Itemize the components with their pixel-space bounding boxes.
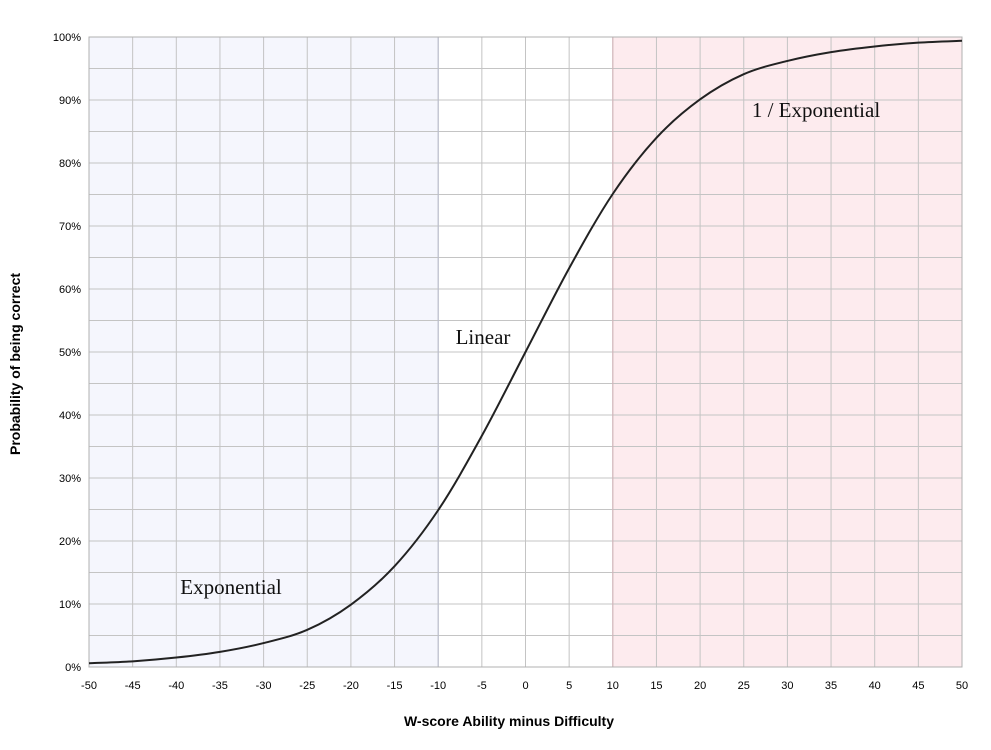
x-tick-label: -50 [81, 680, 97, 692]
x-tick-label: 15 [650, 680, 662, 692]
x-tick-label: -20 [343, 680, 359, 692]
region-label-linear: Linear [456, 325, 511, 349]
x-axis-title: W-score Ability minus Difficulty [404, 713, 614, 729]
series-layer [88, 39, 963, 665]
x-tick-label: 35 [825, 680, 837, 692]
region-label-exponential: Exponential [180, 575, 282, 599]
y-tick-label: 60% [59, 284, 81, 296]
y-tick-label: 10% [59, 599, 81, 611]
x-tick-label: -35 [212, 680, 228, 692]
y-tick-label: 20% [59, 536, 81, 548]
x-tick-label: 25 [738, 680, 750, 692]
region-label-inverse-exponential: 1 / Exponential [752, 98, 880, 122]
x-tick-label: 50 [956, 680, 968, 692]
y-tick-label: 90% [59, 95, 81, 107]
y-tick-label: 80% [59, 158, 81, 170]
x-tick-label: 40 [869, 680, 881, 692]
x-tick-label: -45 [125, 680, 141, 692]
x-tick-label: -40 [168, 680, 184, 692]
y-tick-label: 0% [65, 662, 81, 674]
x-tick-label: 5 [566, 680, 572, 692]
x-tick-label: -10 [430, 680, 446, 692]
y-axis-title: Probability of being correct [7, 273, 23, 455]
x-tick-label: 45 [912, 680, 924, 692]
plot-frame [88, 36, 963, 668]
x-tick-label: -30 [256, 680, 272, 692]
x-tick-labels: -50 -45 -40 -35 -30 -25 -20 -15 -10 -5 0 5 10 15 20 25 3… [81, 680, 968, 692]
y-tick-label: 50% [59, 347, 81, 359]
gridlines [88, 36, 963, 668]
x-tick-label: 30 [781, 680, 793, 692]
y-tick-label: 40% [59, 410, 81, 422]
y-tick-labels: 0% 10% 20% 30% 40% 50% 60% 70% 80% 90% 100% [53, 32, 81, 674]
x-tick-label: 10 [607, 680, 619, 692]
y-tick-label: 70% [59, 221, 81, 233]
y-tick-label: 30% [59, 473, 81, 485]
x-tick-label: 0 [522, 680, 528, 692]
y-tick-label: 100% [53, 32, 81, 44]
x-tick-label: -5 [477, 680, 487, 692]
x-tick-label: -25 [299, 680, 315, 692]
x-tick-label: 20 [694, 680, 706, 692]
x-tick-label: -15 [387, 680, 403, 692]
